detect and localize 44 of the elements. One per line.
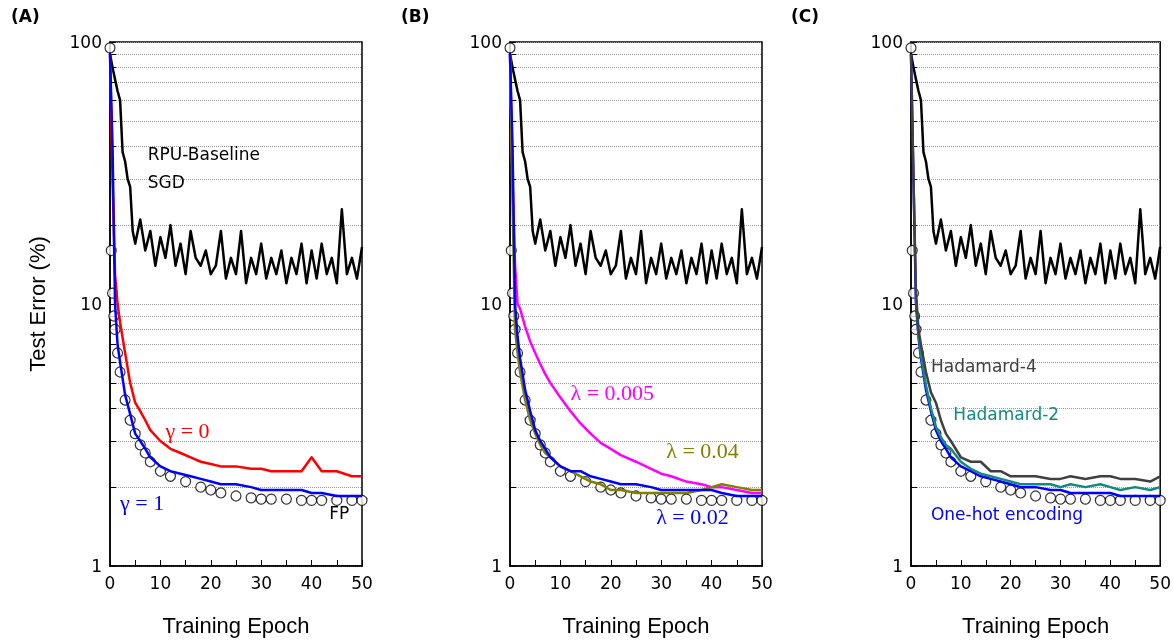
- x-tick-label: 0: [905, 572, 917, 593]
- x-tick-label: 40: [700, 572, 723, 593]
- series-label: Hadamard-2: [953, 404, 1060, 425]
- series-label: λ = 0.02: [656, 503, 729, 529]
- y-tick-label: 1: [892, 556, 903, 576]
- y-axis-title: Test Error (%): [24, 236, 50, 372]
- chart-title: (A): [11, 5, 40, 26]
- x-tick-label: 20: [999, 572, 1022, 593]
- y-tick-label: 100: [69, 32, 102, 52]
- x-tick-label: 10: [149, 572, 172, 593]
- x-tick-label: 50: [751, 572, 773, 593]
- chart-title: (B): [401, 5, 430, 26]
- x-axis-title: Training Epoch: [162, 612, 310, 638]
- x-axis-title: Training Epoch: [562, 612, 710, 638]
- x-axis-title: Training Epoch: [962, 612, 1110, 638]
- series-label: γ = 1: [119, 489, 165, 515]
- y-tick-label: 10: [480, 294, 502, 314]
- y-tick-label: 10: [80, 294, 102, 314]
- x-tick-label: 20: [199, 572, 222, 593]
- x-tick-label: 0: [504, 572, 516, 593]
- x-tick-label: 30: [650, 572, 673, 593]
- y-tick-label: 100: [870, 32, 903, 52]
- x-tick-label: 10: [950, 572, 972, 593]
- y-tick-label: 1: [91, 556, 102, 576]
- x-tick-label: 30: [1049, 572, 1072, 593]
- series-label: λ = 0.04: [666, 438, 739, 464]
- y-tick-label: 100: [469, 32, 502, 52]
- y-tick-label: 10: [881, 294, 903, 314]
- x-tick-label: 30: [250, 572, 273, 593]
- x-tick-label: 50: [351, 572, 373, 593]
- series-label: Hadamard-4: [930, 355, 1037, 376]
- x-tick-label: 40: [300, 572, 323, 593]
- x-tick-label: 50: [1149, 572, 1171, 593]
- x-tick-label: 40: [1099, 572, 1122, 593]
- x-tick-label: 10: [549, 572, 572, 593]
- series-label: One-hot encoding: [930, 503, 1083, 524]
- series-label: FP: [329, 502, 350, 523]
- series-label: RPU-Baseline SGD: [147, 144, 266, 193]
- series-label: γ = 0: [164, 417, 210, 443]
- chart-title: (C): [791, 5, 820, 26]
- x-tick-label: 0: [104, 572, 116, 593]
- y-tick-label: 1: [491, 556, 502, 576]
- series-label: λ = 0.005: [570, 379, 655, 405]
- x-tick-label: 20: [599, 572, 622, 593]
